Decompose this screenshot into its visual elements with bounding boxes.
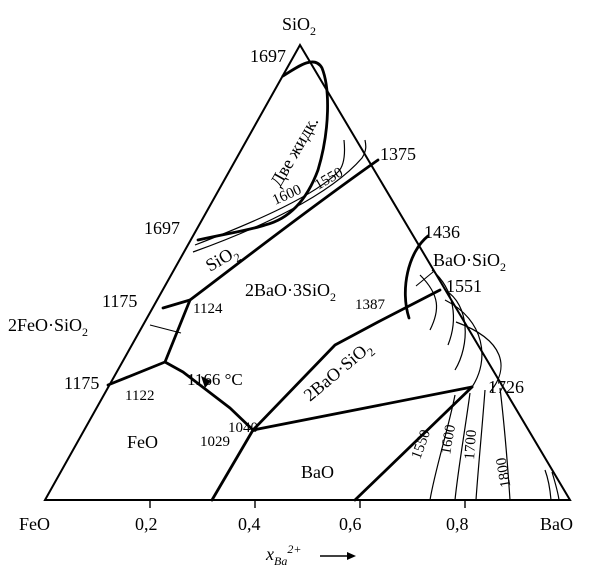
eutectic-temp-label: 1166 °C	[187, 370, 243, 389]
isotherm-corner-b	[551, 471, 560, 501]
temp-label-left-upper: 1697	[144, 218, 180, 238]
temp-label-top: 1697	[250, 46, 286, 66]
isotherm-label: 1800	[494, 456, 515, 488]
phase-label-bao: BaO	[301, 462, 334, 482]
isotherm-1600-lower	[454, 392, 471, 501]
isotherm-1550-upper	[192, 139, 367, 253]
ba2sio4-lower-boundary	[251, 385, 474, 432]
isotherm-label: 1700	[462, 429, 480, 460]
isotherm-1550-lower	[429, 394, 456, 501]
temp-label-inner: 1029	[200, 434, 230, 450]
miscibility-gap-outer	[196, 60, 329, 242]
temp-label-right-a: 1436	[424, 222, 460, 242]
vertex-bao-label: BaO	[540, 514, 573, 534]
sio2-liquidus-boundary	[161, 158, 380, 310]
leader-lines	[149, 271, 434, 334]
temp-label-right-upper: 1375	[380, 144, 416, 164]
axis-tick-label: 0,2	[135, 514, 158, 534]
isotherms	[192, 139, 560, 501]
axis-tick-label: 0,4	[238, 514, 261, 534]
phase-label-2feo-sio2: 2FeO·SiO2	[8, 315, 88, 339]
temp-label-right-c: 1726	[488, 377, 524, 397]
axis-tick-label: 0,6	[339, 514, 362, 534]
axis-label: xBa2+	[265, 542, 301, 568]
ba2si3-ba2sio4-boundary	[251, 288, 442, 432]
temp-label-inner: 1124	[193, 301, 223, 317]
axis-tick-marks	[149, 500, 466, 508]
ba2si3-basio3-boundary	[403, 234, 430, 320]
vertex-feo-label: FeO	[19, 514, 50, 534]
temp-label-inner: 1040	[228, 420, 258, 436]
phase-label-2bao-sio2: 2BaO·SiO2	[300, 337, 378, 408]
phase-label-feo: FeO	[127, 432, 158, 452]
axis-tick-label: 0,8	[446, 514, 469, 534]
temp-label-left-lower: 1175	[64, 373, 99, 393]
isotherm-lower-2	[455, 321, 502, 393]
isotherm-label: 1600	[438, 423, 459, 455]
isotherm-1600-upper	[194, 139, 346, 246]
isotherm-lower-1	[444, 299, 483, 388]
basio3-isotherm-a	[419, 274, 438, 331]
eutectic-arrow	[201, 376, 211, 388]
feo-bao-boundary	[210, 428, 255, 502]
phase-label-2bao-3sio2: 2BaO·3SiO2	[245, 280, 336, 304]
phase-label-bao-sio2: BaO·SiO2	[433, 250, 506, 274]
isotherm-corner-a	[544, 469, 552, 501]
cotectic-to-eutectic	[163, 360, 255, 432]
triangle-frame	[43, 42, 572, 501]
basio3-isotherm-b	[431, 269, 454, 346]
isotherm-1800-lower	[499, 387, 511, 501]
temp-label-inner: 1387	[355, 297, 386, 313]
temp-label-right-b: 1551	[446, 276, 482, 296]
axis-direction-arrow	[320, 552, 356, 560]
isotherm-1700-lower	[475, 389, 486, 501]
vertex-sio2-label: SiO2	[282, 14, 316, 38]
temp-label-left-mid: 1175	[102, 291, 137, 311]
isotherm-label: 1550	[409, 428, 434, 462]
temp-label-inner: 1122	[125, 388, 154, 404]
